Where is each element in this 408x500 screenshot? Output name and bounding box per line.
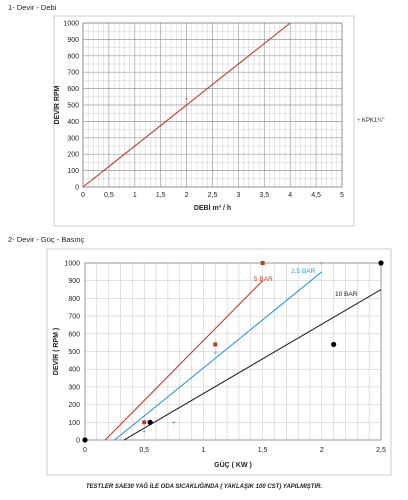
series-line-2-5-bar xyxy=(114,271,323,441)
series-label-2-5-bar: 2,5 BAR xyxy=(291,268,316,275)
x-tick-label: 3 xyxy=(236,192,240,199)
series-line-5-bar xyxy=(104,280,263,441)
devir-guc-basinc-chart: 0 0,5 1 1,5 2 2,5 0 100 200 300 400 500 600 700 800 900… xyxy=(46,248,392,476)
x-tick-label: 4,5 xyxy=(311,192,321,199)
x-tick-label: 1 xyxy=(201,447,205,454)
chart-area-border xyxy=(53,15,355,227)
y-tick-label: 500 xyxy=(68,349,80,356)
data-point-5-bar xyxy=(142,420,147,425)
y-tick-label: 400 xyxy=(68,367,80,374)
x-tick-label: 1,5 xyxy=(258,447,268,454)
y-tick-label: 300 xyxy=(67,135,79,142)
section-1-title: 1- Devir - Debi xyxy=(8,3,57,12)
data-point-2-5-bar: + xyxy=(320,261,324,268)
y-tick-label: 600 xyxy=(67,86,79,93)
x-tick-label: 0,5 xyxy=(139,447,149,454)
footer-note: TESTLER SAE30 YAĞ İLE ODA SICAKLIĞINDA (… xyxy=(85,484,323,490)
legend-label: KPK1¼" xyxy=(362,118,384,124)
y-tick-label: 700 xyxy=(68,314,80,321)
plot-area-border xyxy=(84,262,382,441)
y-tick-label: 800 xyxy=(67,53,79,60)
y-tick-label: 900 xyxy=(67,37,79,44)
y-tick-label: 200 xyxy=(68,402,80,409)
chart-area-border xyxy=(46,248,392,476)
data-point-2-5-bar: + xyxy=(142,429,146,436)
x-tick-label: 2,5 xyxy=(208,192,218,199)
data-point-marker: + xyxy=(185,96,189,102)
y-tick-label: 900 xyxy=(68,278,80,285)
y-tick-label: 200 xyxy=(67,152,79,159)
x-tick-label: 0,5 xyxy=(104,192,114,199)
y-axis-label: DEVİR ( RPM ) xyxy=(52,328,60,375)
series-label-5-bar: 5 BAR xyxy=(254,276,273,283)
y-tick-label: 0 xyxy=(76,438,80,445)
x-axis-label: GÜÇ ( KW ) xyxy=(214,460,252,469)
y-tick-label: 1000 xyxy=(63,21,79,28)
x-tick-label: 0 xyxy=(83,447,87,454)
x-tick-label: 4 xyxy=(288,192,292,199)
y-tick-label: 800 xyxy=(68,296,80,303)
y-tick-label: 300 xyxy=(68,384,80,391)
data-point-10-bar xyxy=(378,260,384,266)
data-point-10-bar xyxy=(82,437,88,443)
devir-debi-chart: 0 0,5 1 1,5 2 2,5 3 3,5 4 4,5 5 0 100 200 300 400 500 600… xyxy=(53,15,384,227)
y-tick-label: 0 xyxy=(75,185,79,192)
x-axis-label: DEBİ m³ / h xyxy=(194,204,231,212)
y-tick-label: 700 xyxy=(67,70,79,77)
x-tick-label: 1 xyxy=(133,192,137,199)
data-point-5-bar xyxy=(260,261,265,265)
data-point-5-bar xyxy=(213,342,218,347)
series-line-10-bar xyxy=(123,289,382,441)
x-tick-label: 5 xyxy=(340,192,344,199)
data-point-10-bar xyxy=(147,419,153,425)
y-tick-label: 100 xyxy=(67,168,79,175)
series-line-kpk xyxy=(82,22,291,188)
x-tick-label: 3,5 xyxy=(259,192,269,199)
data-point-2-5-bar: + xyxy=(172,420,176,427)
x-tick-label: 0 xyxy=(81,192,85,199)
x-tick-label: 2 xyxy=(185,192,189,199)
y-tick-label: 400 xyxy=(67,119,79,126)
y-tick-label: 600 xyxy=(68,331,80,338)
y-axis-label: DEVİR RPM xyxy=(53,85,61,124)
y-tick-label: 500 xyxy=(67,103,79,110)
data-point-2-5-bar: + xyxy=(213,350,217,357)
series-label-10-bar: 10 BAR xyxy=(335,291,358,298)
y-tick-label: 1000 xyxy=(64,261,80,268)
legend-marker: + xyxy=(357,118,361,124)
data-point-10-bar xyxy=(331,341,337,348)
x-tick-label: 2 xyxy=(320,447,324,454)
x-tick-label: 1,5 xyxy=(156,192,166,199)
x-tick-label: 2,5 xyxy=(376,447,386,454)
plot-area-border xyxy=(82,22,343,188)
y-tick-label: 100 xyxy=(68,420,80,427)
section-2-title: 2- Devir - Güç - Basınç xyxy=(8,235,85,244)
